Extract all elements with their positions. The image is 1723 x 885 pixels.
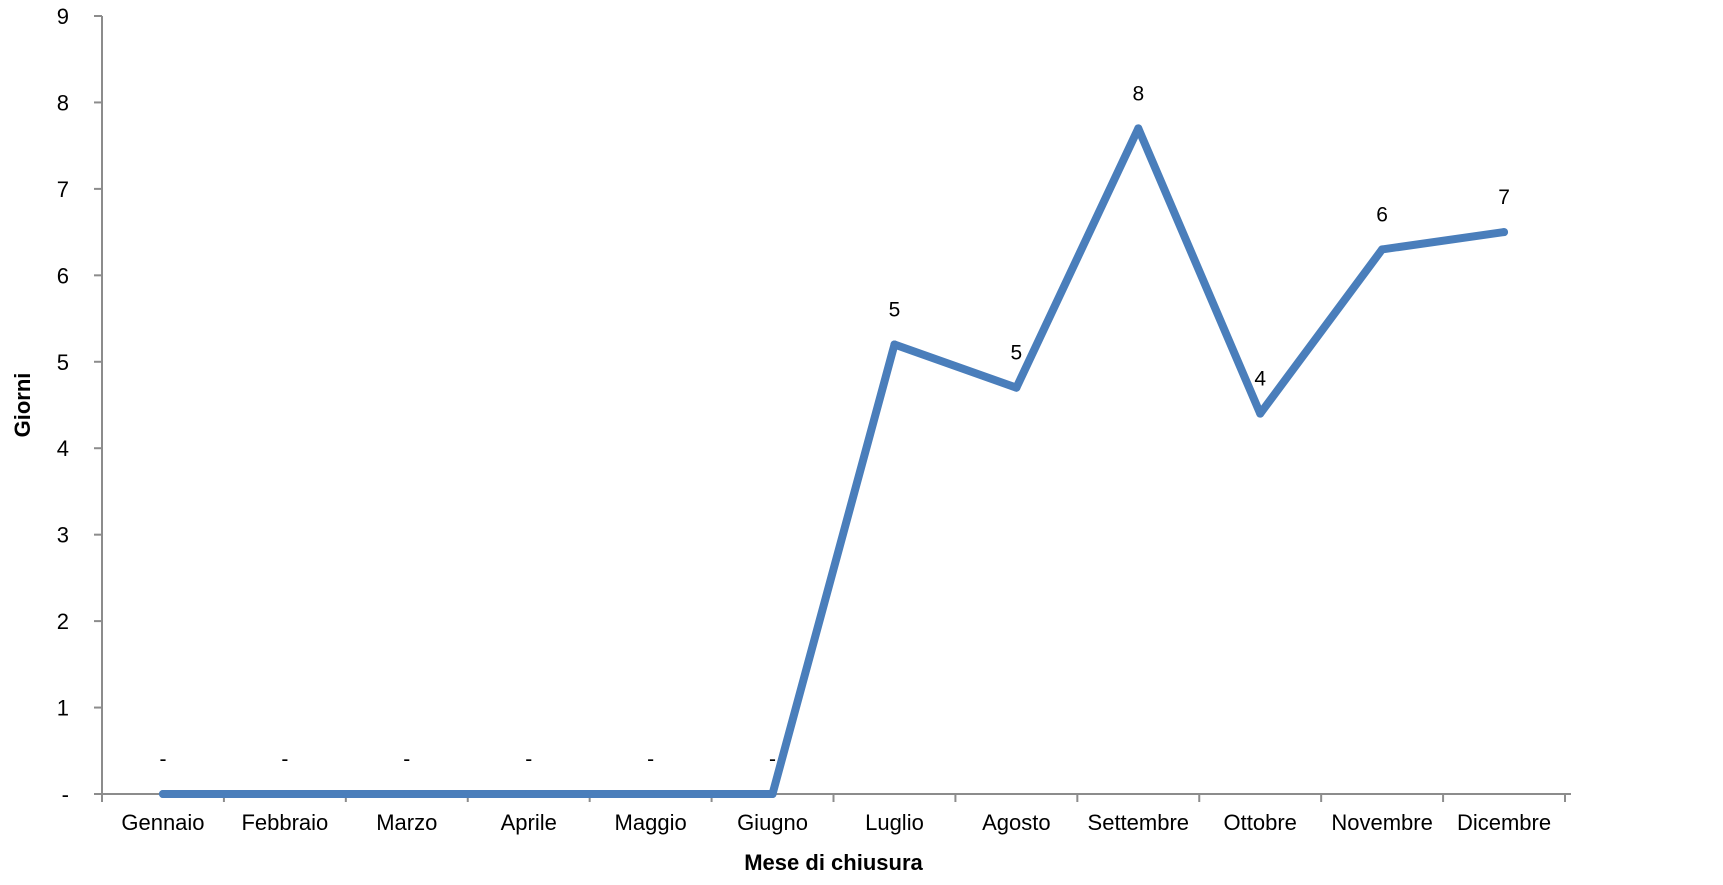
y-axis-title: Giorni xyxy=(10,373,35,438)
x-tick-label: Novembre xyxy=(1331,810,1432,835)
data-label: - xyxy=(769,748,776,771)
y-tick-label: 1 xyxy=(57,696,69,721)
y-tick-label: 2 xyxy=(57,609,69,634)
data-label: 7 xyxy=(1498,186,1510,209)
data-point xyxy=(158,790,167,798)
y-tick-label: - xyxy=(62,782,69,807)
x-tick-label: Agosto xyxy=(982,810,1051,835)
x-tick-label: Settembre xyxy=(1088,810,1190,835)
x-tick-label: Maggio xyxy=(615,810,687,835)
x-tick-label: Gennaio xyxy=(121,810,204,835)
y-tick-label: 3 xyxy=(57,523,69,548)
x-tick-label: Luglio xyxy=(865,810,924,835)
data-point xyxy=(646,790,655,798)
y-tick-label: 8 xyxy=(57,90,69,115)
data-labels: - - - - - - 5 5 8 4 6 7 xyxy=(159,82,1509,771)
y-tick-label: 7 xyxy=(57,177,69,202)
data-point xyxy=(890,340,899,349)
y-tick-label: 9 xyxy=(57,4,69,29)
data-point xyxy=(1012,383,1021,392)
data-point xyxy=(402,790,411,798)
y-tick-label: 4 xyxy=(57,436,69,461)
data-label: 4 xyxy=(1254,368,1266,391)
y-axis: - 1 2 3 4 5 6 7 8 9 xyxy=(57,4,103,807)
data-label: - xyxy=(647,748,654,771)
data-label: 6 xyxy=(1376,203,1388,226)
x-axis-title: Mese di chiusura xyxy=(744,850,923,875)
series-line xyxy=(159,124,1508,798)
data-label: 5 xyxy=(889,298,901,321)
data-point xyxy=(1256,409,1265,418)
x-tick-label: Ottobre xyxy=(1224,810,1297,835)
data-label: - xyxy=(159,748,166,771)
x-axis: Gennaio Febbraio Marzo Aprile Maggio Giugno Lu… xyxy=(101,793,1571,835)
data-point xyxy=(1378,245,1387,254)
x-tick-label: Aprile xyxy=(501,810,557,835)
data-label: - xyxy=(525,748,532,771)
data-label: - xyxy=(281,748,288,771)
x-tick-label: Dicembre xyxy=(1457,810,1551,835)
data-label: - xyxy=(403,748,410,771)
x-tick-label: Marzo xyxy=(376,810,437,835)
data-point xyxy=(524,790,533,798)
series-line-group xyxy=(158,124,1509,798)
data-point xyxy=(1500,228,1509,237)
data-point xyxy=(768,790,777,798)
x-tick-label: Giugno xyxy=(737,810,808,835)
y-tick-label: 6 xyxy=(57,263,69,288)
data-point xyxy=(280,790,289,798)
x-tick-label: Febbraio xyxy=(241,810,328,835)
data-label: 8 xyxy=(1132,82,1144,105)
data-label: 5 xyxy=(1011,342,1023,365)
data-point xyxy=(1134,124,1143,133)
y-tick-label: 5 xyxy=(57,350,69,375)
